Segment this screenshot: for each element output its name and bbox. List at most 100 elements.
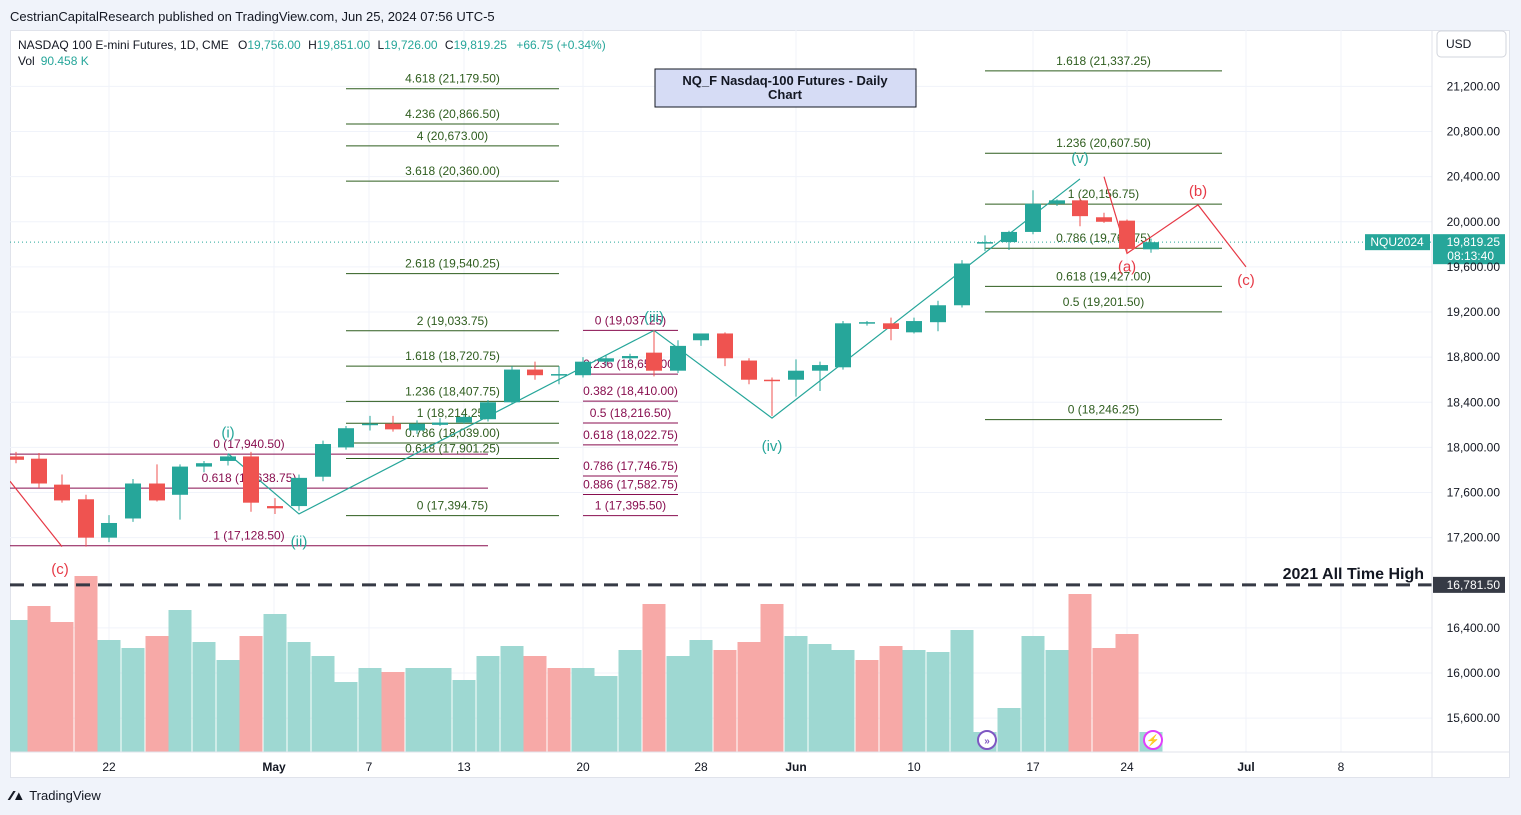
volume-bar <box>1021 636 1045 752</box>
fib-level-label: 3.618 (20,360.00) <box>405 164 500 178</box>
wave-label: (iv) <box>762 438 783 455</box>
candle-body <box>31 458 47 484</box>
candle-body <box>362 423 378 426</box>
time-tick-label: 24 <box>1120 760 1134 774</box>
candle-body <box>220 456 236 461</box>
price-tick-label: 18,400.00 <box>1447 395 1501 409</box>
fib-level-label: 1.236 (20,607.50) <box>1056 136 1151 150</box>
volume-bar <box>523 656 547 752</box>
wave-label: (i) <box>221 424 234 441</box>
elliott-wave-path <box>10 480 63 548</box>
volume-bar <box>500 646 524 752</box>
candle-body <box>480 402 496 420</box>
volume-bar <box>263 614 287 752</box>
volume-bar <box>216 660 240 752</box>
volume-bar <box>168 610 192 752</box>
fib-level-label: 0 (19,037.25) <box>595 313 666 327</box>
candle-body <box>741 360 757 380</box>
candle-body <box>575 361 591 376</box>
fib-level-label: 0.618 (19,427.00) <box>1056 269 1151 283</box>
volume-bar <box>784 636 808 752</box>
dividends-event-icon[interactable]: » <box>977 730 997 750</box>
fib-level-label: 0.5 (18,216.50) <box>590 406 671 420</box>
volume-bar <box>239 636 263 752</box>
candle-body <box>101 522 117 538</box>
volume-bar <box>997 708 1021 752</box>
volume-bar <box>381 672 405 752</box>
volume-bar <box>358 668 382 752</box>
fib-level-label: 1.618 (18,720.75) <box>405 349 500 363</box>
fib-level-label: 0 (18,246.25) <box>1068 403 1139 417</box>
volume-bar <box>10 620 28 752</box>
volume-bar <box>74 576 98 752</box>
fib-level-label: 1 (20,156.75) <box>1068 187 1139 201</box>
candle-body <box>835 323 851 368</box>
candle-body <box>1072 200 1088 217</box>
fib-level-label: 0 (17,394.75) <box>417 499 488 513</box>
time-tick-label: 10 <box>907 760 921 774</box>
price-tick-label: 21,200.00 <box>1447 79 1501 93</box>
ath-layer: 2021 All Time High 16,781.50 NQU2024 19,819… <box>10 234 1505 593</box>
candle-body <box>409 423 425 431</box>
volume-bar <box>428 668 452 752</box>
fib-level-label: 0.886 (17,582.75) <box>583 477 678 491</box>
svg-text:»: » <box>984 736 990 747</box>
candle-body <box>125 483 141 519</box>
candle-body <box>670 345 686 371</box>
wave-label: (ii) <box>291 534 308 551</box>
publisher-line: CestrianCapitalResearch published on Tra… <box>10 9 495 24</box>
candle-body <box>930 305 946 323</box>
fib-level-label: 0.382 (18,410.00) <box>583 384 678 398</box>
fib-level-label: 1 (17,128.50) <box>213 529 284 543</box>
candle-body <box>646 352 662 371</box>
fib-level-label: 4.236 (20,866.50) <box>405 107 500 121</box>
fib-level-label: 0.618 (18,022.75) <box>583 428 678 442</box>
price-tick-label: 17,600.00 <box>1447 486 1501 500</box>
time-tick-label: 22 <box>102 760 116 774</box>
candle-body <box>1096 217 1112 222</box>
volume-bar <box>452 680 476 752</box>
candle-body <box>883 323 899 329</box>
candle-body <box>267 506 283 509</box>
symbol-badge-text: NQU2024 <box>1370 235 1424 249</box>
volume-bar <box>879 646 903 752</box>
price-badge <box>1433 234 1505 265</box>
volume-bar <box>50 622 74 752</box>
ath-price-badge <box>1433 576 1505 593</box>
volume-bar <box>1068 594 1092 752</box>
price-tick-label: 18,000.00 <box>1447 440 1501 454</box>
earnings-event-icon[interactable]: ⚡ <box>1143 730 1163 750</box>
fib-level-label: 1.618 (21,337.25) <box>1056 54 1151 68</box>
volume-bar <box>1045 650 1069 752</box>
time-tick-label: 7 <box>366 760 373 774</box>
fib-level-label: 0.618 (17,901.25) <box>405 442 500 456</box>
price-chart[interactable]: 0 (17,940.50)0.618 (17,638.75)1 (17,128.… <box>10 30 1510 778</box>
tradingview-logo[interactable]: ⁄⁄▲ TradingView <box>10 788 101 803</box>
candle-body <box>812 365 828 371</box>
tradingview-logo-icon: ⁄⁄▲ <box>10 788 25 803</box>
fib-level-label: 0 (17,940.50) <box>213 437 284 451</box>
candle-body <box>315 444 331 477</box>
currency-button[interactable] <box>1436 30 1507 58</box>
volume-readout: Vol 90.458 K <box>18 54 89 68</box>
volume-bar <box>642 604 666 752</box>
fib-level-label: 4.618 (21,179.50) <box>405 72 500 86</box>
candle-body <box>788 370 804 380</box>
candle-body <box>504 369 520 403</box>
price-tick-label: 15,600.00 <box>1447 711 1501 725</box>
time-tick-label: Jul <box>1237 760 1254 774</box>
volume-bar <box>594 676 618 752</box>
time-axis: 22 May 7 13 20 28 Jun 10 17 24 Jul 8 <box>102 760 1344 774</box>
tradingview-brand: TradingView <box>29 788 101 803</box>
candle-body <box>622 356 638 359</box>
candle-body <box>149 483 165 501</box>
volume-bar <box>689 640 713 752</box>
wave-label: (iii) <box>644 309 664 326</box>
volume-bar <box>287 642 311 752</box>
fib-level-label: 2 (19,033.75) <box>417 314 488 328</box>
candle-body <box>1143 242 1159 250</box>
candle-body <box>717 333 733 359</box>
time-tick-label: 8 <box>1338 760 1345 774</box>
price-tick-label: 19,200.00 <box>1447 305 1501 319</box>
volume-bar <box>855 660 879 752</box>
